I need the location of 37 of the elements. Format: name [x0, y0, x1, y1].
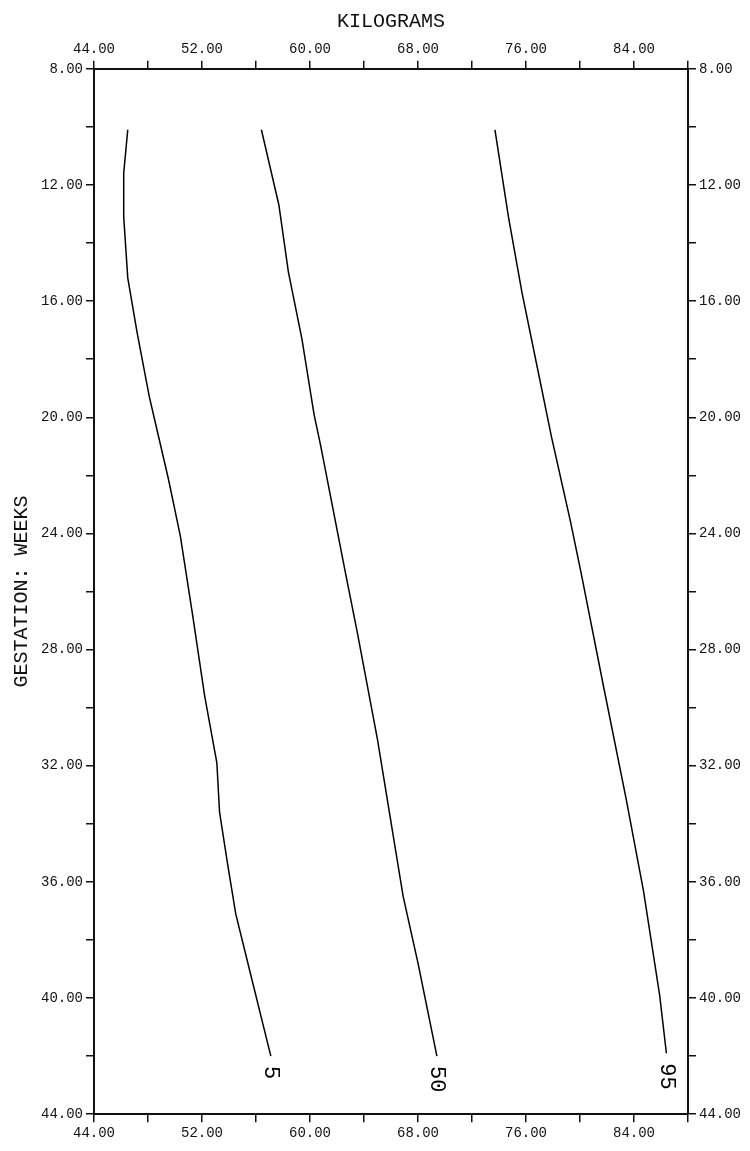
y2-tick-label: 36.00 — [698, 873, 742, 890]
x2-tick-label: 84.00 — [612, 41, 655, 58]
y2-tick-label: 40.00 — [698, 989, 742, 1006]
x2-tick-label: 60.00 — [288, 41, 332, 58]
y-tick-label: 44.00 — [40, 1105, 84, 1122]
y-axis-title: GESTATION: WEEKS — [10, 495, 34, 688]
y2-tick-label: 16.00 — [698, 292, 742, 309]
y-tick-label: 24.00 — [40, 525, 84, 542]
y-tick-label: 40.00 — [40, 989, 84, 1006]
y2-tick-label: 32.00 — [698, 757, 742, 774]
y2-tick-label: 24.00 — [698, 525, 742, 542]
x2-tick-label: 76.00 — [504, 41, 547, 58]
x-tick-label: 52.00 — [181, 1125, 224, 1142]
y-tick-label: 36.00 — [40, 873, 84, 890]
y-tick-label: 8.00 — [49, 60, 84, 77]
x2-tick-label: 44.00 — [73, 41, 116, 58]
y-tick-label: 20.00 — [40, 408, 84, 425]
y-tick-label: 16.00 — [40, 292, 84, 309]
x-tick-label: 44.00 — [73, 1125, 116, 1142]
y2-tick-label: 28.00 — [698, 641, 742, 658]
x-tick-label: 84.00 — [612, 1125, 655, 1142]
y-tick-label: 32.00 — [40, 757, 84, 774]
text: 50 — [424, 1066, 450, 1093]
x-tick-label: 60.00 — [288, 1125, 332, 1142]
x-tick-label: 68.00 — [396, 1125, 440, 1142]
y-tick-label: 12.00 — [40, 176, 84, 193]
text: 5 — [258, 1066, 284, 1080]
x2-tick-label: 68.00 — [396, 41, 440, 58]
y2-tick-label: 20.00 — [698, 408, 742, 425]
text: 95 — [653, 1063, 679, 1090]
x-tick-label: 76.00 — [504, 1125, 547, 1142]
x2-tick-label: 52.00 — [181, 41, 224, 58]
y2-tick-label: 44.00 — [698, 1105, 742, 1122]
y-tick-label: 28.00 — [40, 641, 84, 658]
x2-axis-title: KILOGRAMS — [336, 10, 446, 34]
y2-tick-label: 8.00 — [698, 60, 733, 77]
y2-tick-label: 12.00 — [698, 176, 742, 193]
